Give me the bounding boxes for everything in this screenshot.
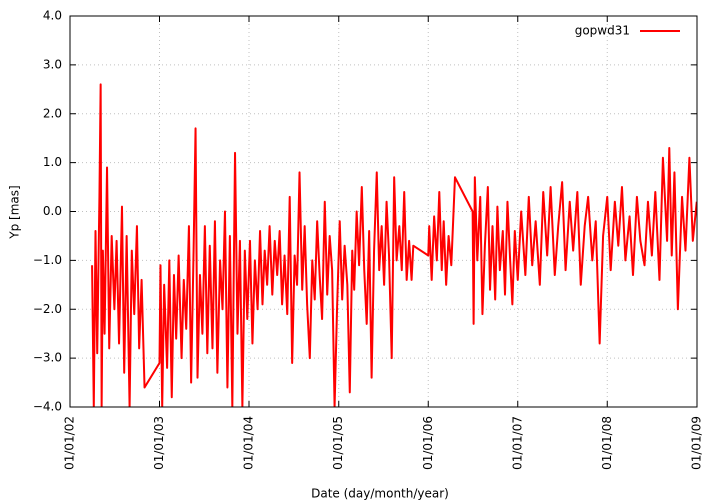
x-tick-label: 01/01/06 bbox=[421, 416, 435, 470]
y-tick-label: −3.0 bbox=[33, 351, 62, 365]
x-tick-label: 01/01/05 bbox=[331, 416, 345, 470]
data-line bbox=[91, 83, 697, 407]
plot-area bbox=[91, 83, 697, 407]
y-tick-label: −1.0 bbox=[33, 253, 62, 267]
x-tick-label: 01/01/02 bbox=[63, 416, 77, 470]
y-axis-label: Yp [mas] bbox=[8, 185, 22, 239]
legend-label: gopwd31 bbox=[575, 24, 630, 38]
plot-border bbox=[69, 15, 698, 408]
y-tick-label: −2.0 bbox=[33, 302, 62, 316]
x-tick-label: 01/01/08 bbox=[600, 416, 614, 470]
x-tick-label: 01/01/04 bbox=[242, 416, 256, 470]
y-tick-label: 0.0 bbox=[43, 204, 62, 218]
y-tick-label: 1.0 bbox=[43, 155, 62, 169]
x-tick-label: 01/01/09 bbox=[690, 416, 704, 470]
x-tick-label: 01/01/03 bbox=[152, 416, 166, 470]
y-tick-label: −4.0 bbox=[33, 400, 62, 414]
y-tick-label: 3.0 bbox=[43, 57, 62, 71]
x-axis-label: Date (day/month/year) bbox=[311, 487, 449, 501]
y-tick-label: 2.0 bbox=[43, 106, 62, 120]
x-tick-label: 01/01/07 bbox=[510, 416, 524, 470]
y-tick-label: 4.0 bbox=[43, 9, 62, 23]
